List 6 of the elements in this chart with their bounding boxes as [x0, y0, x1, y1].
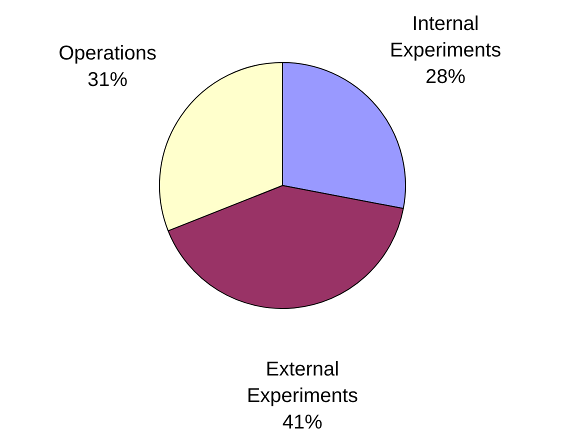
data-label: 28% — [425, 66, 466, 88]
slice-label: Internal Experiments — [390, 13, 502, 62]
data-label: 31% — [88, 68, 128, 91]
data-label: 41% — [282, 412, 323, 432]
slice-label: External Experiments — [246, 358, 358, 408]
slice-label: Operations — [58, 42, 156, 64]
